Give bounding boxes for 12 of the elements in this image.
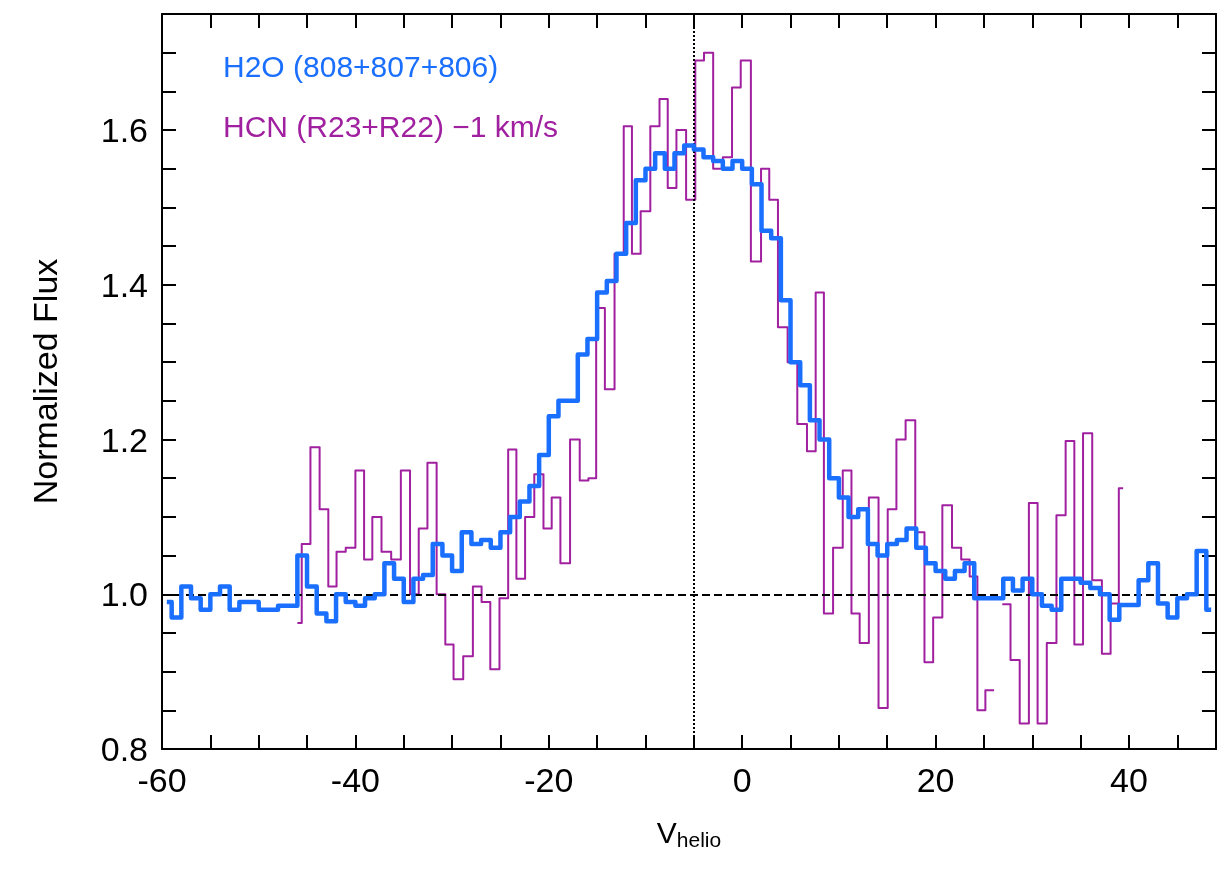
text: HCN (R23+R22) −1 km/s — [223, 109, 559, 143]
y-tick-label: 1.2 — [100, 420, 148, 459]
x-tick-label: 40 — [1110, 761, 1148, 799]
x-tick-label: -20 — [524, 761, 574, 799]
y-tick-label: 1.6 — [100, 111, 148, 150]
x-tick-label: 0 — [732, 761, 752, 799]
y-axis-title: Normalized Flux — [26, 258, 64, 505]
y-tick-label: 1.4 — [100, 265, 148, 304]
y-tick-label: 1.0 — [100, 575, 148, 614]
text: H2O (808+807+806) — [223, 49, 499, 83]
x-tick-label: 20 — [916, 761, 955, 799]
x-tick-label: -40 — [330, 761, 380, 799]
